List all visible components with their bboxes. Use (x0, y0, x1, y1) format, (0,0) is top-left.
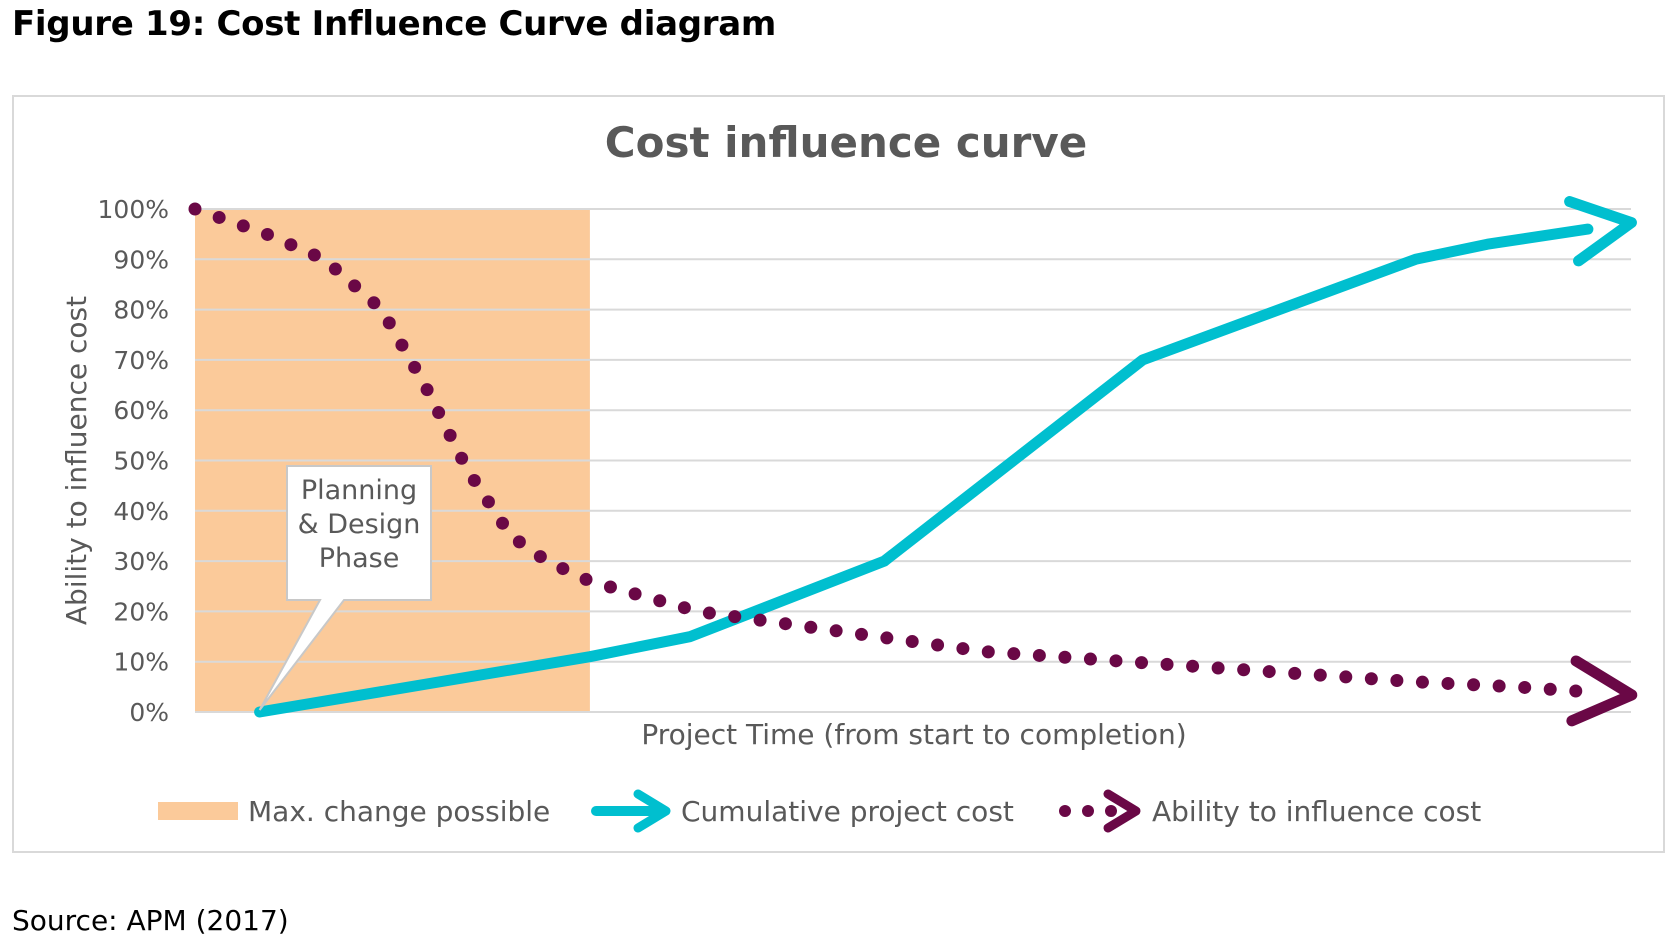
y-tick-label: 60% (113, 396, 169, 425)
series-dot-ability-to-influence-cost (1211, 661, 1225, 675)
series-dot-ability-to-influence-cost (1058, 650, 1072, 664)
series-dot-ability-to-influence-cost (880, 631, 894, 645)
series-dot-ability-to-influence-cost (420, 383, 434, 397)
series-dot-ability-to-influence-cost (579, 572, 593, 586)
chart-title: Cost influence curve (605, 118, 1087, 167)
legend-dot-ability (1082, 805, 1094, 817)
series-dot-ability-to-influence-cost (1186, 659, 1200, 673)
legend-arrowhead-cumulative (633, 789, 671, 833)
series-dot-ability-to-influence-cost (533, 550, 547, 564)
y-tick-label: 10% (113, 648, 169, 677)
y-tick-label: 40% (113, 497, 169, 526)
y-tick-label: 20% (113, 597, 169, 626)
series-dot-ability-to-influence-cost (1390, 674, 1404, 688)
series-arrowhead-cumulative-project-cost (1564, 196, 1637, 267)
annotation-text-line: Planning (301, 475, 417, 506)
series-dot-ability-to-influence-cost (1518, 680, 1532, 694)
series-dot-ability-to-influence-cost (481, 495, 495, 509)
series-dot-ability-to-influence-cost (981, 645, 995, 659)
series-dot-ability-to-influence-cost (367, 296, 381, 310)
series-dot-ability-to-influence-cost (432, 406, 446, 420)
annotation-text-line: & Design (298, 509, 421, 540)
series-dot-ability-to-influence-cost (753, 613, 767, 627)
y-tick-label: 0% (129, 698, 169, 727)
legend-arrowhead-ability (1103, 789, 1141, 833)
series-dot-ability-to-influence-cost (408, 360, 422, 374)
series-dot-ability-to-influence-cost (702, 606, 716, 620)
series-dot-ability-to-influence-cost (512, 535, 526, 549)
chart-frame: Planning & Design Phase 0% 10% 20% 30% 40% 50% 6… (12, 95, 1665, 853)
series-arrowhead-ability-to-influence-cost (1566, 655, 1638, 727)
legend-label-max-change: Max. change possible (248, 795, 550, 828)
legend-dot-ability (1059, 805, 1071, 817)
series-dot-ability-to-influence-cost (1032, 648, 1046, 662)
series-dot-ability-to-influence-cost (653, 594, 667, 608)
series-dot-ability-to-influence-cost (1313, 668, 1327, 682)
y-tick-label: 90% (113, 245, 169, 274)
series-dot-ability-to-influence-cost (1007, 647, 1021, 661)
series-dot-ability-to-influence-cost (1237, 663, 1251, 677)
series-dot-ability-to-influence-cost (1543, 682, 1557, 696)
series-dot-ability-to-influence-cost (1441, 676, 1455, 690)
series-dot-ability-to-influence-cost (188, 202, 202, 216)
x-axis-label: Project Time (from start to completion) (641, 718, 1186, 751)
legend-label-cumulative: Cumulative project cost (681, 795, 1014, 828)
series-dot-ability-to-influence-cost (804, 620, 818, 634)
series-dot-ability-to-influence-cost (1569, 684, 1583, 698)
series-dot-ability-to-influence-cost (1109, 654, 1123, 668)
annotation-text-line: Phase (319, 543, 400, 574)
series-dot-ability-to-influence-cost (1288, 666, 1302, 680)
series-dot-ability-to-influence-cost (905, 634, 919, 648)
y-tick-label: 100% (98, 195, 169, 224)
series-dot-ability-to-influence-cost (1339, 670, 1353, 684)
series-dot-ability-to-influence-cost (728, 610, 742, 624)
y-tick-label: 50% (113, 447, 169, 476)
series-dot-ability-to-influence-cost (628, 587, 642, 601)
series-dot-ability-to-influence-cost (1083, 652, 1097, 666)
series-dot-ability-to-influence-cost (467, 473, 481, 487)
series-dot-ability-to-influence-cost (455, 451, 469, 465)
series-dot-ability-to-influence-cost (603, 580, 617, 594)
series-dot-ability-to-influence-cost (1262, 665, 1276, 679)
legend-label-ability: Ability to influence cost (1152, 795, 1481, 828)
series-dot-ability-to-influence-cost (829, 624, 843, 638)
series-dot-ability-to-influence-cost (395, 338, 409, 352)
legend-dot-ability (1105, 805, 1117, 817)
series-dot-ability-to-influence-cost (1364, 672, 1378, 686)
series-dot-ability-to-influence-cost (778, 617, 792, 631)
legend-swatch-max-change (158, 802, 238, 820)
figure-title: Figure 19: Cost Influence Curve diagram (12, 4, 776, 44)
series-dot-ability-to-influence-cost (931, 638, 945, 652)
series-dot-ability-to-influence-cost (1135, 656, 1149, 670)
series-dot-ability-to-influence-cost (677, 601, 691, 615)
source-note: Source: APM (2017) (12, 904, 289, 937)
series-dot-ability-to-influence-cost (1467, 678, 1481, 692)
series-dot-ability-to-influence-cost (382, 316, 396, 330)
series-dot-ability-to-influence-cost (1160, 657, 1174, 671)
series-dot-ability-to-influence-cost (307, 248, 321, 262)
series-dot-ability-to-influence-cost (284, 238, 298, 252)
series-dot-ability-to-influence-cost (556, 562, 570, 576)
y-tick-label: 80% (113, 296, 169, 325)
series-dot-ability-to-influence-cost (212, 210, 226, 224)
y-tick-label: 70% (113, 346, 169, 375)
series-dot-ability-to-influence-cost (496, 516, 510, 530)
series-dot-ability-to-influence-cost (260, 227, 274, 241)
series-dot-ability-to-influence-cost (328, 262, 342, 276)
series-dot-ability-to-influence-cost (348, 279, 362, 293)
y-tick-label: 30% (113, 547, 169, 576)
series-dot-ability-to-influence-cost (956, 642, 970, 656)
series-line-cumulative-project-cost (254, 223, 1594, 718)
series-dot-ability-to-influence-cost (855, 627, 869, 641)
series-dot-ability-to-influence-cost (443, 428, 457, 442)
series-dot-ability-to-influence-cost (1415, 675, 1429, 689)
series-dot-ability-to-influence-cost (1492, 679, 1506, 693)
annotation-callout (258, 465, 432, 711)
series-dot-ability-to-influence-cost (236, 219, 250, 233)
y-axis-label: Ability to influence cost (60, 296, 93, 625)
